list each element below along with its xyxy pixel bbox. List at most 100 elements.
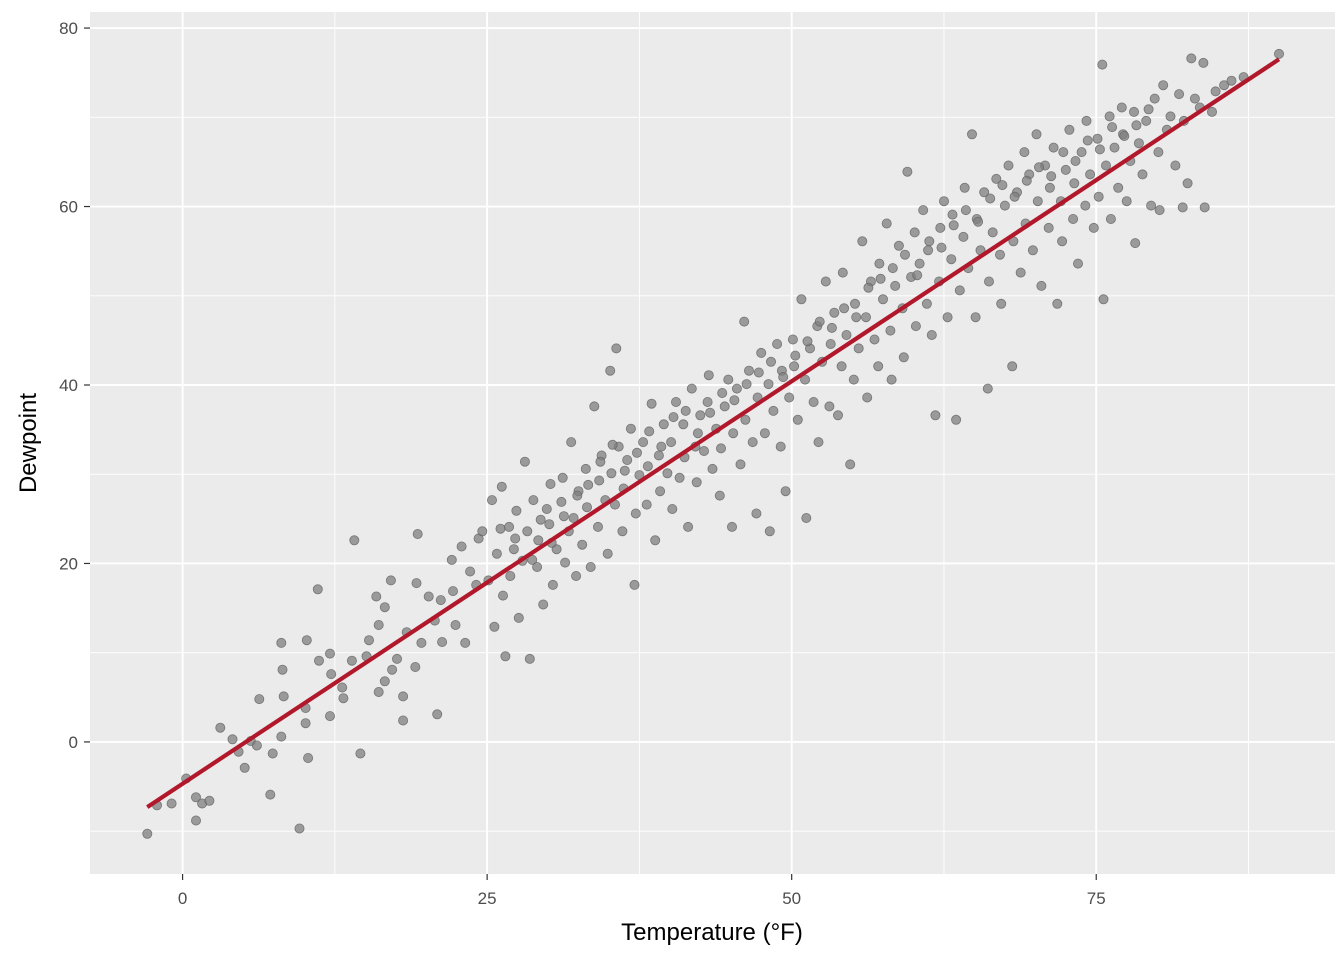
data-point — [764, 526, 775, 537]
data-point — [839, 303, 850, 314]
data-point — [500, 651, 511, 662]
data-point — [1116, 102, 1127, 113]
data-point — [729, 395, 740, 406]
data-point — [1154, 205, 1165, 216]
data-point — [387, 664, 398, 675]
data-point — [985, 193, 996, 204]
y-tick-label: 20 — [59, 554, 78, 573]
data-point — [1058, 147, 1069, 158]
data-point — [602, 548, 613, 559]
data-point — [658, 419, 669, 430]
data-point — [355, 748, 366, 759]
data-point — [301, 635, 312, 646]
data-point — [947, 209, 958, 220]
data-point — [1019, 147, 1030, 158]
data-point — [1153, 147, 1164, 158]
data-point — [1070, 155, 1081, 166]
data-point — [1043, 222, 1054, 233]
data-point — [813, 437, 824, 448]
data-point — [607, 439, 618, 450]
data-point — [802, 336, 813, 347]
data-point — [324, 711, 335, 722]
data-point — [1101, 160, 1112, 171]
data-point — [836, 361, 847, 372]
data-point — [909, 227, 920, 238]
data-point — [215, 722, 226, 733]
x-tick-label: 0 — [178, 889, 187, 908]
data-point — [780, 486, 791, 497]
data-point — [653, 450, 664, 461]
data-point — [1105, 213, 1116, 224]
data-point — [914, 258, 925, 269]
data-point — [970, 312, 981, 323]
data-point — [984, 276, 995, 287]
data-point — [556, 496, 567, 507]
data-point — [890, 280, 901, 291]
data-point — [524, 653, 535, 664]
data-point — [875, 273, 886, 284]
data-point — [497, 590, 508, 601]
data-point — [1069, 178, 1080, 189]
y-tick-label: 0 — [69, 733, 78, 752]
data-point — [714, 490, 725, 501]
data-point — [996, 298, 1007, 309]
data-point — [717, 387, 728, 398]
data-point — [741, 379, 752, 390]
data-point — [585, 562, 596, 573]
data-point — [391, 653, 402, 664]
data-point — [1021, 175, 1032, 186]
data-point — [528, 495, 539, 506]
data-point — [1092, 133, 1103, 144]
data-point — [504, 521, 515, 532]
data-point — [363, 635, 374, 646]
data-point — [902, 166, 913, 177]
data-point — [833, 410, 844, 421]
data-point — [1080, 200, 1091, 211]
data-point — [766, 356, 777, 367]
data-point — [239, 762, 250, 773]
data-point — [853, 343, 864, 354]
data-point — [1093, 191, 1104, 202]
data-point — [1104, 111, 1115, 122]
data-point — [535, 514, 546, 525]
data-point — [671, 396, 682, 407]
data-point — [190, 792, 201, 803]
data-point — [1009, 191, 1020, 202]
data-point — [686, 383, 697, 394]
data-point — [547, 579, 558, 590]
data-point — [166, 798, 177, 809]
data-point — [655, 486, 666, 497]
data-point — [560, 557, 571, 568]
x-tick-label: 25 — [478, 889, 497, 908]
data-point — [1003, 160, 1014, 171]
data-point — [936, 242, 947, 253]
data-point — [303, 753, 314, 764]
data-point — [522, 526, 533, 537]
data-point — [558, 511, 569, 522]
data-point — [1274, 48, 1285, 59]
data-point — [946, 254, 957, 265]
data-point — [850, 298, 861, 309]
data-point — [1107, 122, 1118, 133]
data-point — [1034, 162, 1045, 173]
data-point — [705, 407, 716, 418]
data-point — [1198, 57, 1209, 68]
data-point — [768, 405, 779, 416]
data-point — [371, 591, 382, 602]
data-point — [605, 365, 616, 376]
data-point — [668, 412, 679, 423]
data-point — [691, 477, 702, 488]
data-point — [703, 370, 714, 381]
data-point — [1032, 196, 1043, 207]
data-point — [912, 270, 923, 281]
data-point — [692, 428, 703, 439]
data-point — [410, 662, 421, 673]
data-point — [991, 173, 1002, 184]
data-point — [622, 454, 633, 465]
data-point — [538, 599, 549, 610]
data-point — [1207, 106, 1218, 117]
data-point — [1073, 258, 1084, 269]
data-point — [572, 490, 583, 501]
data-point — [800, 374, 811, 385]
